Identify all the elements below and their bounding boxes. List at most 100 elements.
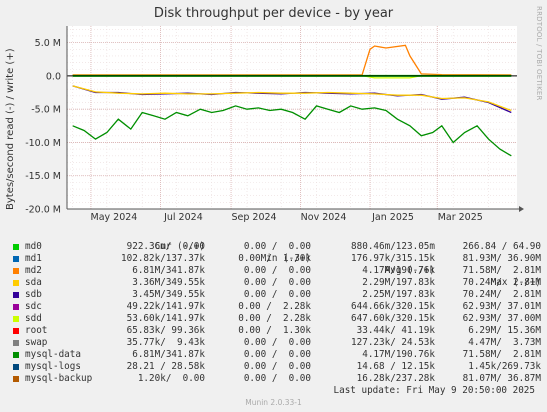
legend-swatch [13,340,19,346]
legend-row-sdd: sdd 53.60k/141.97k 0.00 / 2.28k 647.60k/320… [13,313,541,325]
last-update: Last update: Fri May 9 20:50:00 2025 [333,385,536,396]
legend-min: 0.00 / 0.00 [243,361,311,372]
legend-name: mysql-logs [25,361,81,372]
legend-cur: 6.81M/341.87k [132,349,205,360]
legend-name: mysql-backup [25,373,93,384]
munin-version: Munin 2.0.33-1 [245,398,302,407]
legend-cur: 102.82k/137.37k [121,253,205,264]
legend-avg: 880.46m/123.05m [351,241,435,252]
legend-min: 0.00 / 0.00 [243,373,311,384]
legend-swatch [13,352,19,358]
legend-swatch [13,376,19,382]
legend-rows: md0 922.36m/ 0.00 0.00 / 0.00 880.46m/123.0… [13,241,541,385]
legend-row-md2: md2 6.81M/341.87k 0.00 / 0.00 4.17M/190.76k… [13,265,541,277]
legend-cur: 28.21 / 28.58k [126,361,205,372]
legend-max: 71.58M/ 2.81M [462,265,541,276]
x-tick-label: Nov 2024 [301,212,347,223]
legend-avg: 176.97k/315.15k [351,253,435,264]
legend-name: sda [25,277,42,288]
legend-row-root: root 65.83k/ 99.36k 0.00 / 1.30k 33.44k/ 41… [13,325,541,337]
legend-avg: 2.25M/197.83k [362,289,435,300]
legend-name: sdb [25,289,42,300]
y-tick-label: -20.0 M [25,205,61,216]
legend-name: swap [25,337,48,348]
y-tick-label: 5.0 M [35,38,61,49]
legend-name: sdc [25,301,42,312]
legend-max: 81.07M/ 36.87M [462,373,541,384]
plot-area [67,26,517,209]
y-tick-label: -10.0 M [25,138,61,149]
legend-avg: 647.60k/320.15k [351,313,435,324]
legend-name: md1 [25,253,42,264]
legend-cur: 53.60k/141.97k [126,313,205,324]
y-tick-label: -15.0 M [25,171,61,182]
legend-name: md2 [25,265,42,276]
rrdtool-credit: RRDTOOL / TOBI OETIKER [535,6,543,101]
legend-row-sdb: sdb 3.45M/349.55k 0.00 / 0.00 2.25M/197.83k… [13,289,541,301]
legend-min: 0.00 / 2.28k [238,301,311,312]
legend-header: Cur (-/+) Min (-/+) Avg (-/+) Max (-/+) [13,229,541,288]
legend-min: 0.00 / 0.00 [243,277,311,288]
legend-max: 4.47M/ 3.73M [468,337,541,348]
series-sda [72,85,512,112]
legend-avg: 33.44k/ 41.19k [356,325,435,336]
legend-swatch [13,304,19,310]
legend-avg: 4.17M/190.76k [362,349,435,360]
legend-cur: 6.81M/341.87k [132,265,205,276]
legend-cur: 35.77k/ 9.43k [126,337,205,348]
legend-name: sdd [25,313,42,324]
legend-avg: 127.23k/ 24.53k [351,337,435,348]
legend-swatch [13,364,19,370]
legend-max: 70.24M/ 2.81M [462,277,541,288]
legend-row-sda: sda 3.36M/349.55k 0.00 / 0.00 2.29M/197.83k… [13,277,541,289]
series-md2 [72,44,512,76]
legend-max: 81.93M/ 36.90M [462,253,541,264]
x-axis-arrow [519,206,524,212]
legend-header-avg: Avg (-/+) [384,265,435,276]
legend-max: 71.58M/ 2.81M [462,349,541,360]
legend: Cur (-/+) Min (-/+) Avg (-/+) Max (-/+) … [13,229,541,385]
x-tick-label: Jul 2024 [163,212,203,223]
x-tick-label: May 2024 [91,212,138,223]
legend-cur: 65.83k/ 99.36k [126,325,205,336]
legend-swatch [13,328,19,334]
legend-min: 0.00 / 0.00 [243,241,311,252]
series-mysql-data [72,105,512,157]
legend-row-md1: md1 102.82k/137.37k 0.00 / 1.30k 176.97k/31… [13,253,541,265]
legend-min: 0.00 / 2.28k [238,313,311,324]
legend-swatch [13,244,19,250]
legend-max: 62.93M/ 37.00M [462,313,541,324]
legend-min: 0.00 / 0.00 [243,349,311,360]
legend-row-swap: swap 35.77k/ 9.43k 0.00 / 0.00 127.23k/ 24.… [13,337,541,349]
legend-avg: 14.68 / 12.15k [356,361,435,372]
legend-max: 266.84 / 64.90 [462,241,541,252]
x-tick-label: Jan 2025 [371,212,414,223]
legend-swatch [13,280,19,286]
legend-row-mysql-backup: mysql-backup 1.20k/ 0.00 0.00 / 0.00 16.28k… [13,373,541,385]
legend-cur: 49.22k/141.97k [126,301,205,312]
legend-swatch [13,316,19,322]
legend-max: 1.45k/269.73k [468,361,541,372]
legend-cur: 1.20k/ 0.00 [137,373,205,384]
legend-swatch [13,256,19,262]
legend-row-sdc: sdc 49.22k/141.97k 0.00 / 2.28k 644.66k/320… [13,301,541,313]
legend-min: 0.00 / 0.00 [243,337,311,348]
legend-avg: 16.28k/237.28k [356,373,435,384]
legend-cur: 922.36m/ 0.00 [126,241,205,252]
legend-max: 6.29M/ 15.36M [468,325,541,336]
y-tick-labels: 5.0 M 0.0 -5.0 M -10.0 M -15.0 M -20.0 M [25,38,61,215]
legend-max: 62.93M/ 37.01M [462,301,541,312]
legend-name: root [25,325,48,336]
y-tick-label: -5.0 M [31,105,61,116]
legend-header-max: Max (-/+) [490,277,541,288]
legend-header-cur: Cur (-/+) [154,241,205,252]
legend-name: mysql-data [25,349,81,360]
legend-avg: 2.29M/197.83k [362,277,435,288]
legend-cur: 3.45M/349.55k [132,289,205,300]
legend-min: 0.00 / 1.30k [238,253,311,264]
legend-row-md0: md0 922.36m/ 0.00 0.00 / 0.00 880.46m/123.0… [13,241,541,253]
x-tick-labels: May 2024 Jul 2024 Sep 2024 Nov 2024 Jan 2025… [91,212,483,223]
chart-title: Disk throughput per device - by year [153,6,394,21]
legend-max: 70.24M/ 2.81M [462,289,541,300]
